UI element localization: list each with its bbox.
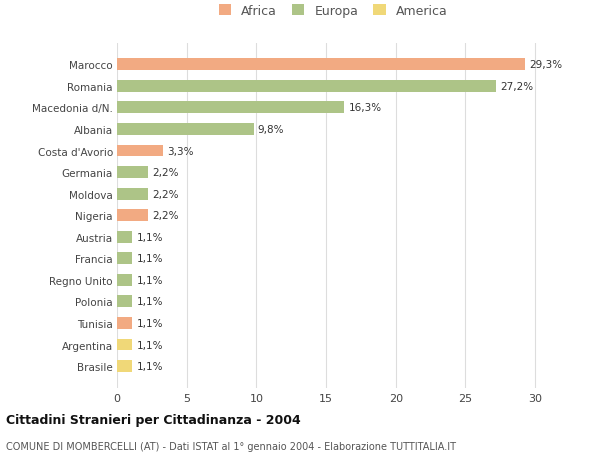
Bar	[117, 102, 344, 114]
Text: Cittadini Stranieri per Cittadinanza - 2004: Cittadini Stranieri per Cittadinanza - 2…	[6, 413, 301, 426]
Text: 1,1%: 1,1%	[137, 340, 163, 350]
Text: 16,3%: 16,3%	[349, 103, 382, 113]
Text: 29,3%: 29,3%	[529, 60, 563, 70]
Text: 27,2%: 27,2%	[500, 82, 533, 92]
Text: 1,1%: 1,1%	[137, 275, 163, 285]
Bar	[117, 253, 133, 265]
Bar	[117, 146, 163, 157]
Bar	[117, 317, 133, 329]
Text: 1,1%: 1,1%	[137, 361, 163, 371]
Text: 1,1%: 1,1%	[137, 232, 163, 242]
Text: 2,2%: 2,2%	[152, 168, 178, 178]
Text: 3,3%: 3,3%	[167, 146, 194, 156]
Bar	[117, 81, 496, 93]
Legend: Africa, Europa, America: Africa, Europa, America	[218, 5, 448, 18]
Text: 2,2%: 2,2%	[152, 189, 178, 199]
Bar	[117, 188, 148, 200]
Text: 2,2%: 2,2%	[152, 211, 178, 221]
Text: 1,1%: 1,1%	[137, 318, 163, 328]
Bar	[117, 339, 133, 351]
Text: 9,8%: 9,8%	[258, 125, 284, 134]
Bar	[117, 210, 148, 222]
Bar	[117, 167, 148, 179]
Bar	[117, 124, 254, 135]
Bar	[117, 59, 526, 71]
Text: 1,1%: 1,1%	[137, 254, 163, 264]
Bar	[117, 360, 133, 372]
Bar	[117, 274, 133, 286]
Bar	[117, 231, 133, 243]
Bar	[117, 296, 133, 308]
Text: 1,1%: 1,1%	[137, 297, 163, 307]
Text: COMUNE DI MOMBERCELLI (AT) - Dati ISTAT al 1° gennaio 2004 - Elaborazione TUTTIT: COMUNE DI MOMBERCELLI (AT) - Dati ISTAT …	[6, 441, 456, 451]
